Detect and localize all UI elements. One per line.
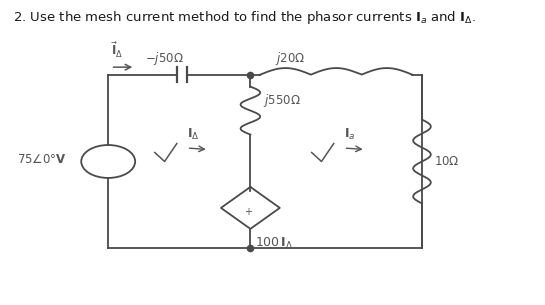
Text: $10\Omega$: $10\Omega$ [434, 155, 460, 168]
Text: $-j50\Omega$: $-j50\Omega$ [145, 50, 184, 67]
Text: $\mathbf{I}_\Delta$: $\mathbf{I}_\Delta$ [186, 127, 199, 142]
Text: $75\angle 0°\mathbf{V}$: $75\angle 0°\mathbf{V}$ [17, 153, 68, 167]
Text: $j550\Omega$: $j550\Omega$ [263, 92, 300, 109]
Text: $j20\Omega$: $j20\Omega$ [275, 50, 305, 67]
Text: 2. Use the mesh current method to find the phasor currents $\mathbf{I}_a$ and $\: 2. Use the mesh current method to find t… [13, 9, 476, 26]
Text: +: + [244, 207, 252, 217]
Text: $100\,\mathbf{I}_\Delta$: $100\,\mathbf{I}_\Delta$ [255, 236, 294, 251]
Text: $\mathbf{I}_a$: $\mathbf{I}_a$ [343, 127, 355, 142]
Text: $\mathbf{\vec{I}}_\Delta$: $\mathbf{\vec{I}}_\Delta$ [111, 41, 123, 60]
